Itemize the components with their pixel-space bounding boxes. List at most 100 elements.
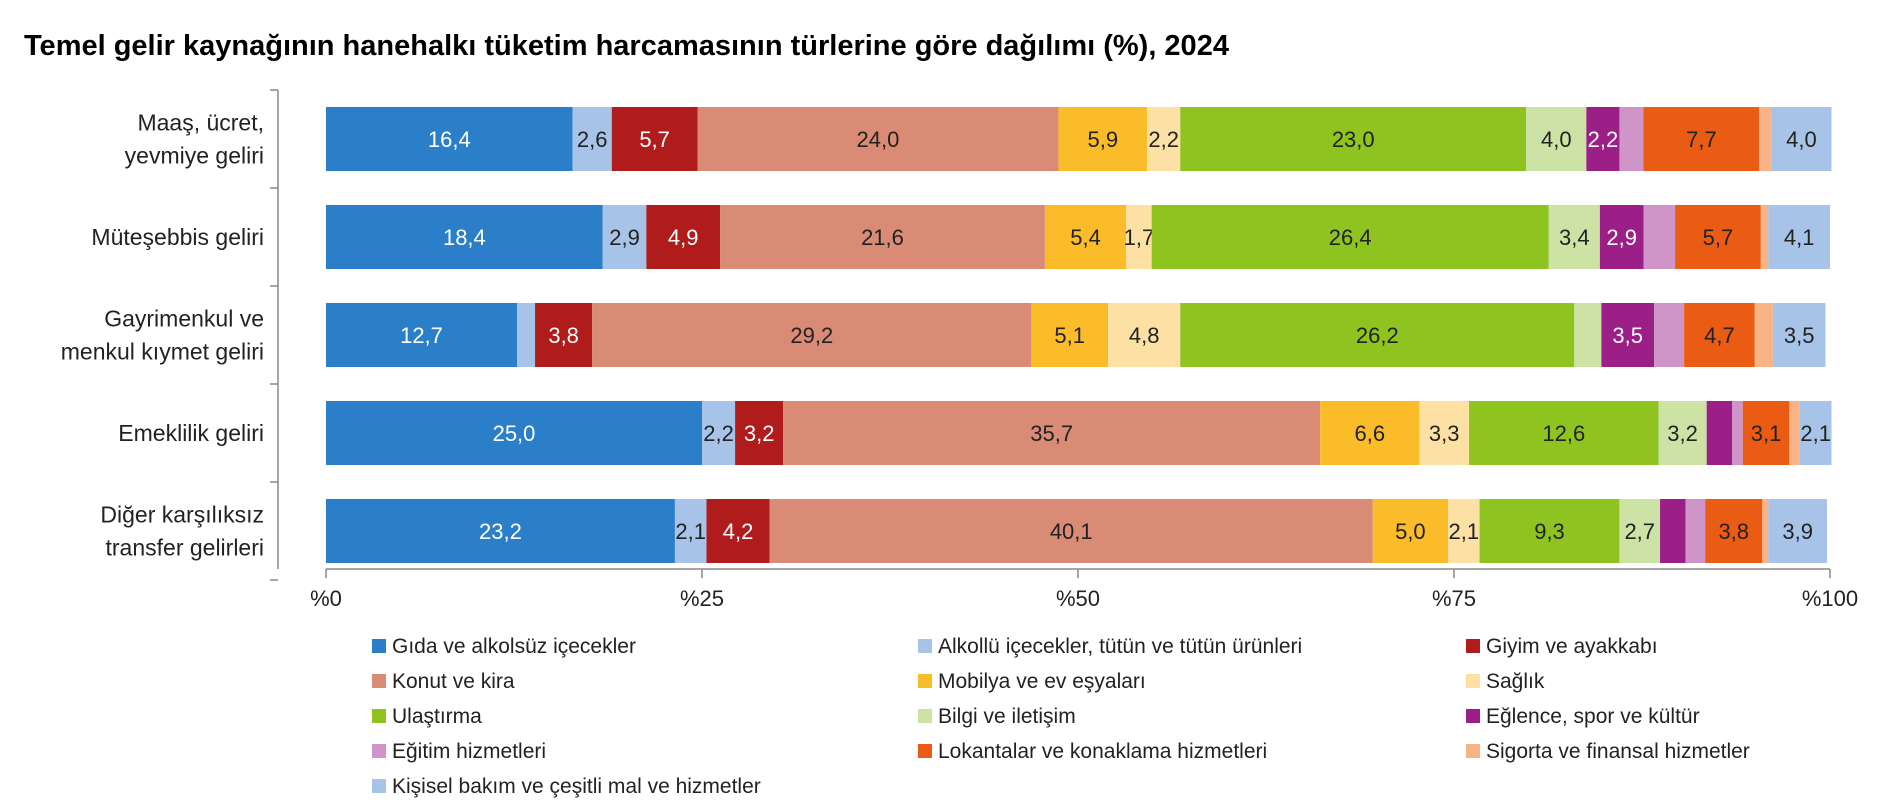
bar-segment: [517, 303, 536, 367]
value-axis-tick-label: %25: [680, 586, 724, 611]
data-label: 4,0: [1541, 127, 1572, 152]
data-label: 5,4: [1070, 225, 1101, 250]
data-label: 4,7: [1704, 323, 1735, 348]
bar-segment: [1705, 499, 1763, 563]
data-label: 3,8: [1718, 519, 1749, 544]
bar-segment: [1619, 107, 1644, 171]
legend-swatch: [918, 639, 932, 653]
legend-swatch: [918, 744, 932, 758]
bar-segment: [646, 205, 721, 269]
data-label: 2,7: [1624, 519, 1655, 544]
bar-segment: [326, 499, 675, 563]
data-label: 3,8: [548, 323, 579, 348]
bar-segment: [1760, 205, 1769, 269]
data-label: 26,4: [1329, 225, 1372, 250]
legend-swatch: [1466, 674, 1480, 688]
data-label: 2,1: [1800, 421, 1831, 446]
data-label: 4,2: [723, 519, 754, 544]
bar-segment: [1789, 401, 1800, 465]
value-axis-tick-label: %100: [1802, 586, 1858, 611]
data-label: 4,1: [1784, 225, 1815, 250]
bar-segment: [1526, 107, 1587, 171]
data-label: 3,5: [1784, 323, 1815, 348]
data-label: 4,9: [668, 225, 699, 250]
legend-label: Bilgi ve iletişim: [938, 705, 1076, 728]
category-label: Müteşebbis geliri: [91, 224, 264, 250]
bar-segment: [1586, 107, 1620, 171]
category-label: Diğer karşılıksız: [100, 502, 264, 528]
bar-segment: [1675, 205, 1761, 269]
bar-segment: [1447, 499, 1480, 563]
legend-swatch: [372, 639, 386, 653]
data-label: 2,9: [609, 225, 640, 250]
bar-segment: [1180, 107, 1527, 171]
bar-segment: [1108, 303, 1181, 367]
data-label: 3,1: [1751, 421, 1782, 446]
data-label: 3,9: [1782, 519, 1813, 544]
data-label: 5,1: [1054, 323, 1085, 348]
legend-swatch: [372, 744, 386, 758]
bar-segment: [674, 499, 707, 563]
bar-segment: [1031, 303, 1109, 367]
data-label: 3,2: [744, 421, 775, 446]
data-label: 29,2: [790, 323, 833, 348]
legend-label: Gıda ve alkolsüz içecekler: [392, 635, 636, 658]
data-label: 3,4: [1559, 225, 1590, 250]
data-label: 23,0: [1332, 127, 1375, 152]
data-label: 2,1: [675, 519, 706, 544]
bar-segment: [1044, 205, 1127, 269]
data-label: 16,4: [428, 127, 471, 152]
legend-label: Konut ve kira: [392, 670, 515, 693]
data-label: 35,7: [1030, 421, 1073, 446]
legend-label: Lokantalar ve konaklama hizmetleri: [938, 740, 1267, 763]
bar-segment: [735, 401, 784, 465]
data-label: 21,6: [861, 225, 904, 250]
bar-segment: [1419, 401, 1470, 465]
bar-segment: [326, 107, 573, 171]
data-label: 40,1: [1050, 519, 1093, 544]
bar-segment: [572, 107, 612, 171]
bar-segment: [1654, 303, 1685, 367]
data-label: 2,1: [1448, 519, 1479, 544]
bar-segment: [1768, 499, 1827, 563]
bar-segment: [326, 401, 702, 465]
bar-segment: [1126, 205, 1152, 269]
data-label: 5,7: [639, 127, 670, 152]
legend-swatch: [918, 674, 932, 688]
bar-segment: [1599, 205, 1644, 269]
bar-segment: [783, 401, 1321, 465]
bar-segment: [1601, 303, 1655, 367]
data-label: 5,7: [1703, 225, 1734, 250]
category-label: Emeklilik geliri: [118, 420, 264, 446]
legend-swatch: [372, 709, 386, 723]
bar-segment: [1469, 401, 1659, 465]
data-label: 25,0: [493, 421, 536, 446]
category-label: transfer gelirleri: [106, 535, 265, 561]
bar-segment: [769, 499, 1373, 563]
data-label: 2,2: [703, 421, 734, 446]
data-label: 2,2: [1148, 127, 1179, 152]
legend-label: Kişisel bakım ve çeşitli mal ve hizmetle…: [392, 775, 761, 798]
bar-segment: [1772, 303, 1826, 367]
chart-title: Temel gelir kaynağının hanehalkı tüketim…: [24, 30, 1229, 62]
bar-segment: [720, 205, 1045, 269]
bar-segment: [697, 107, 1059, 171]
bar-segment: [1058, 107, 1148, 171]
bar-segment: [1706, 401, 1733, 465]
bar-segment: [611, 107, 698, 171]
legend-label: Ulaştırma: [392, 705, 482, 728]
data-label: 7,7: [1686, 127, 1717, 152]
category-label: Maaş, ücret,: [137, 110, 264, 136]
data-label: 24,0: [857, 127, 900, 152]
data-label: 9,3: [1534, 519, 1565, 544]
bar-segment: [1643, 107, 1760, 171]
bar-segment: [1742, 401, 1790, 465]
legend-label: Mobilya ve ev eşyaları: [938, 670, 1146, 693]
bar-segment: [1684, 303, 1755, 367]
value-axis-tick-label: %75: [1432, 586, 1476, 611]
data-label: 1,7: [1124, 225, 1155, 250]
bar-segment: [326, 303, 518, 367]
bar-segment: [1768, 205, 1830, 269]
bar-segment: [1754, 303, 1773, 367]
bar-segment: [1548, 205, 1600, 269]
